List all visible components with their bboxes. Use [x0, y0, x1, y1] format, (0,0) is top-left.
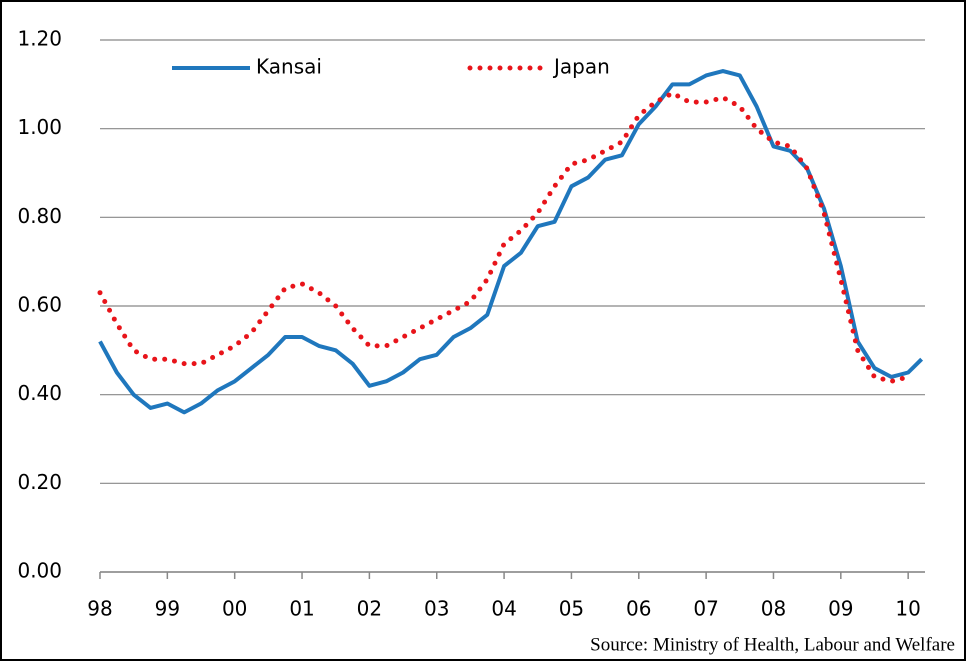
- y-tick-label: 0.60: [17, 293, 62, 317]
- x-tick-label: 05: [559, 597, 584, 621]
- x-tick-label: 01: [289, 597, 314, 621]
- x-tick-label: 02: [357, 597, 382, 621]
- series-line: [97, 90, 911, 384]
- x-tick-label: 08: [761, 597, 786, 621]
- legend-label: Japan: [552, 55, 610, 79]
- y-tick-label: 0.40: [17, 381, 62, 405]
- x-tick-label: 00: [222, 597, 247, 621]
- legend-label: Kansai: [256, 55, 322, 79]
- y-tick-label: 0.20: [17, 470, 62, 494]
- y-tick-label: 0.80: [17, 204, 62, 228]
- x-tick-label: 04: [491, 597, 516, 621]
- x-tick-label: 98: [87, 597, 112, 621]
- x-tick-label: 03: [424, 597, 449, 621]
- series-line: [98, 69, 924, 415]
- x-tick-label: 06: [626, 597, 651, 621]
- x-tick-label: 07: [693, 597, 718, 621]
- x-tick-label: 99: [155, 597, 180, 621]
- x-tick-label: 10: [895, 597, 920, 621]
- y-tick-label: 1.00: [17, 115, 62, 139]
- y-tick-label: 1.20: [17, 27, 62, 51]
- y-tick-label: 0.00: [17, 559, 62, 583]
- x-tick-label: 09: [828, 597, 853, 621]
- source-note: Source: Ministry of Health, Labour and W…: [590, 634, 955, 655]
